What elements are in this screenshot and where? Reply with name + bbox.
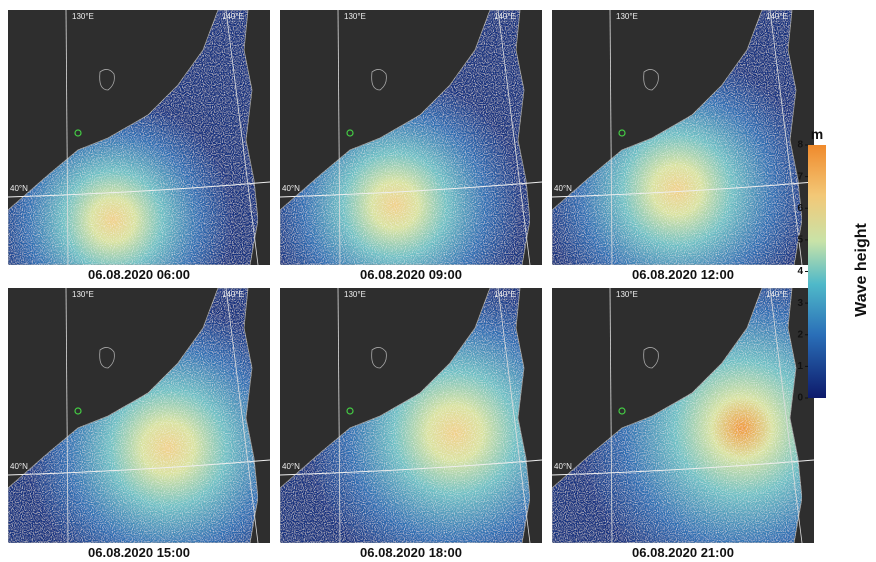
- map-panel: 130°E 140°E 40°N: [7, 9, 271, 266]
- map-panel: 130°E 140°E 40°N: [7, 287, 271, 544]
- panel-caption: 06.08.2020 12:00: [632, 267, 734, 282]
- lat-label: 40°N: [10, 462, 28, 471]
- colorbar-label: Wave height: [853, 223, 870, 317]
- sea: [7, 9, 259, 266]
- station: [618, 129, 626, 137]
- panel-caption: 06.08.2020 21:00: [632, 545, 734, 560]
- meridian: [225, 9, 259, 266]
- lat-label: 40°N: [554, 184, 572, 193]
- panel-caption: 06.08.2020 18:00: [360, 545, 462, 560]
- colorbar-tick-label: 2: [797, 329, 803, 340]
- panel-caption: 06.08.2020 09:00: [360, 267, 462, 282]
- lon-label: 140°E: [222, 290, 244, 299]
- colorbar-tick-label: 3: [797, 298, 803, 309]
- lat-label: 40°N: [10, 184, 28, 193]
- meridian: [497, 287, 531, 544]
- map-panel: 130°E 140°E 40°N: [551, 287, 815, 544]
- meridian: [65, 287, 69, 544]
- lat-label: 40°N: [554, 462, 572, 471]
- map-panel: 130°E 140°E 40°N: [551, 9, 815, 266]
- meridian: [609, 9, 613, 266]
- lon-label: 130°E: [72, 290, 94, 299]
- colorbar-tick-label: 6: [797, 203, 803, 214]
- meridian: [337, 287, 341, 544]
- parallel: [551, 181, 815, 198]
- meridian: [65, 9, 69, 266]
- lake: [99, 347, 115, 369]
- colorbar-tick-label: 8: [797, 140, 803, 151]
- colorbar-tick-label: 5: [797, 235, 803, 246]
- colorbar-tick-label: 0: [797, 393, 803, 404]
- lat-label: 40°N: [282, 184, 300, 193]
- meridian: [769, 9, 803, 266]
- meridian: [769, 287, 803, 544]
- lon-label: 140°E: [766, 290, 788, 299]
- lat-label: 40°N: [282, 462, 300, 471]
- meridian: [225, 287, 259, 544]
- parallel: [279, 459, 543, 476]
- sea: [279, 9, 531, 266]
- lake: [643, 69, 659, 91]
- meridian: [609, 287, 613, 544]
- lake: [371, 69, 387, 91]
- colorbar: [808, 145, 826, 398]
- meridian: [337, 9, 341, 266]
- station: [74, 407, 82, 415]
- lon-label: 130°E: [72, 12, 94, 21]
- colorbar-unit: m: [811, 126, 823, 142]
- lon-label: 130°E: [616, 290, 638, 299]
- lake: [99, 69, 115, 91]
- station: [346, 129, 354, 137]
- lake: [371, 347, 387, 369]
- lon-label: 140°E: [494, 12, 516, 21]
- panel-caption: 06.08.2020 15:00: [88, 545, 190, 560]
- colorbar-tick-label: 4: [797, 266, 803, 277]
- parallel: [7, 459, 271, 476]
- lon-label: 130°E: [344, 12, 366, 21]
- station: [74, 129, 82, 137]
- parallel: [279, 181, 543, 198]
- lake: [643, 347, 659, 369]
- panel-caption: 06.08.2020 06:00: [88, 267, 190, 282]
- lon-label: 130°E: [616, 12, 638, 21]
- station: [618, 407, 626, 415]
- meridian: [497, 9, 531, 266]
- parallel: [7, 181, 271, 198]
- lon-label: 140°E: [766, 12, 788, 21]
- sea: [279, 287, 531, 544]
- colorbar-tick-label: 1: [797, 361, 803, 372]
- map-panel: 130°E 140°E 40°N: [279, 9, 543, 266]
- colorbar-tick-label: 7: [797, 171, 803, 182]
- map-panel: 130°E 140°E 40°N: [279, 287, 543, 544]
- sea: [551, 9, 803, 266]
- lon-label: 140°E: [494, 290, 516, 299]
- sea: [551, 287, 803, 544]
- lon-label: 140°E: [222, 12, 244, 21]
- parallel: [551, 459, 815, 476]
- lon-label: 130°E: [344, 290, 366, 299]
- sea: [7, 287, 259, 544]
- station: [346, 407, 354, 415]
